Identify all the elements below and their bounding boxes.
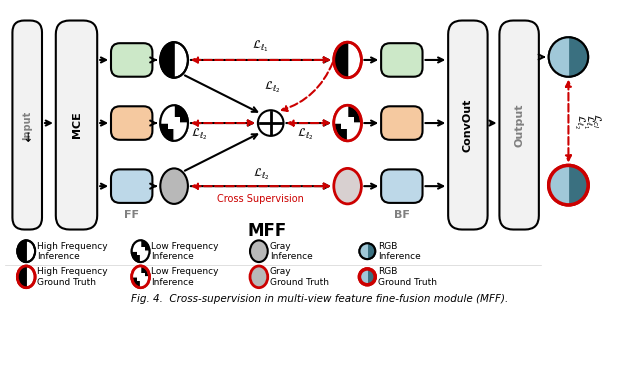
Ellipse shape <box>17 240 35 262</box>
FancyBboxPatch shape <box>381 169 422 203</box>
Polygon shape <box>334 42 348 78</box>
FancyBboxPatch shape <box>381 106 422 140</box>
FancyBboxPatch shape <box>12 20 42 230</box>
Ellipse shape <box>160 169 188 204</box>
Text: $\mathcal{L}_{\ell_2}$: $\mathcal{L}_{\ell_2}$ <box>264 80 281 95</box>
Text: Gray
Inference: Gray Inference <box>269 241 312 261</box>
FancyBboxPatch shape <box>499 20 539 230</box>
Polygon shape <box>367 269 375 277</box>
Polygon shape <box>334 105 348 123</box>
Text: Low Frequency
Inference: Low Frequency Inference <box>152 241 219 261</box>
Bar <box>341 117 354 129</box>
Polygon shape <box>360 243 367 259</box>
Polygon shape <box>141 277 150 288</box>
Text: Low Frequency
Inference: Low Frequency Inference <box>152 267 219 287</box>
Polygon shape <box>568 37 588 57</box>
Circle shape <box>360 243 375 259</box>
Text: High Frequency
Inference: High Frequency Inference <box>37 241 108 261</box>
Text: High Frequency
Ground Truth: High Frequency Ground Truth <box>37 267 108 287</box>
Bar <box>168 117 180 129</box>
Text: FF: FF <box>124 210 140 220</box>
Polygon shape <box>367 243 375 251</box>
FancyBboxPatch shape <box>56 20 97 230</box>
Text: RGB
Ground Truth: RGB Ground Truth <box>378 267 437 287</box>
Polygon shape <box>132 240 141 251</box>
Polygon shape <box>132 266 141 277</box>
Ellipse shape <box>160 42 188 78</box>
Text: $\mathcal{L}_{\ell_2}$: $\mathcal{L}_{\ell_2}$ <box>191 126 208 142</box>
Polygon shape <box>548 165 568 205</box>
Text: $\mathcal{L}_{\ell_2}$: $\mathcal{L}_{\ell_2}$ <box>253 167 269 182</box>
Polygon shape <box>17 266 26 288</box>
Polygon shape <box>360 269 367 285</box>
Polygon shape <box>367 277 375 285</box>
Polygon shape <box>160 42 174 78</box>
Text: $\mathcal{L}_{\ell_2}$: $\mathcal{L}_{\ell_2}$ <box>572 114 586 129</box>
Circle shape <box>360 269 375 285</box>
Text: $\mathcal{L}_{cl}$: $\mathcal{L}_{cl}$ <box>590 113 603 129</box>
Polygon shape <box>17 240 26 262</box>
Ellipse shape <box>250 240 268 262</box>
FancyBboxPatch shape <box>381 43 422 77</box>
Polygon shape <box>568 185 588 205</box>
Bar <box>136 247 145 255</box>
Ellipse shape <box>132 240 150 262</box>
FancyBboxPatch shape <box>448 20 488 230</box>
Polygon shape <box>548 37 568 77</box>
Circle shape <box>548 37 588 77</box>
Text: $\mathcal{L}_{\ell_1}$: $\mathcal{L}_{\ell_1}$ <box>252 38 269 54</box>
Circle shape <box>258 110 284 136</box>
Text: MFF: MFF <box>247 221 286 240</box>
Text: MCE: MCE <box>72 112 81 138</box>
Bar <box>136 273 145 281</box>
Text: Fig. 4.  Cross-supervision in multi-view feature fine-fusion module (MFF).: Fig. 4. Cross-supervision in multi-view … <box>131 294 509 303</box>
Polygon shape <box>568 57 588 77</box>
Polygon shape <box>141 251 150 262</box>
Text: BF: BF <box>394 210 410 220</box>
Ellipse shape <box>334 169 362 204</box>
Ellipse shape <box>132 266 150 288</box>
Polygon shape <box>160 105 174 123</box>
Text: ConvOut: ConvOut <box>463 98 473 152</box>
FancyBboxPatch shape <box>111 169 152 203</box>
Text: RGB
Inference: RGB Inference <box>378 241 421 261</box>
Text: Output: Output <box>514 103 524 147</box>
Polygon shape <box>568 165 588 185</box>
Ellipse shape <box>334 42 362 78</box>
Text: $\mathcal{L}_{\ell_1}$: $\mathcal{L}_{\ell_1}$ <box>581 114 595 129</box>
Ellipse shape <box>250 266 268 288</box>
Circle shape <box>548 165 588 205</box>
Polygon shape <box>174 123 188 141</box>
Text: Input: Input <box>22 111 32 140</box>
Text: ↓: ↓ <box>22 132 33 145</box>
Polygon shape <box>367 251 375 259</box>
Text: $\mathcal{L}_{\ell_2}$: $\mathcal{L}_{\ell_2}$ <box>297 126 314 142</box>
Ellipse shape <box>160 105 188 141</box>
Ellipse shape <box>334 105 362 141</box>
FancyBboxPatch shape <box>111 43 152 77</box>
Polygon shape <box>348 123 362 141</box>
FancyBboxPatch shape <box>111 106 152 140</box>
Text: Cross Supervision: Cross Supervision <box>218 194 304 204</box>
Text: Gray
Ground Truth: Gray Ground Truth <box>269 267 329 287</box>
Ellipse shape <box>17 266 35 288</box>
